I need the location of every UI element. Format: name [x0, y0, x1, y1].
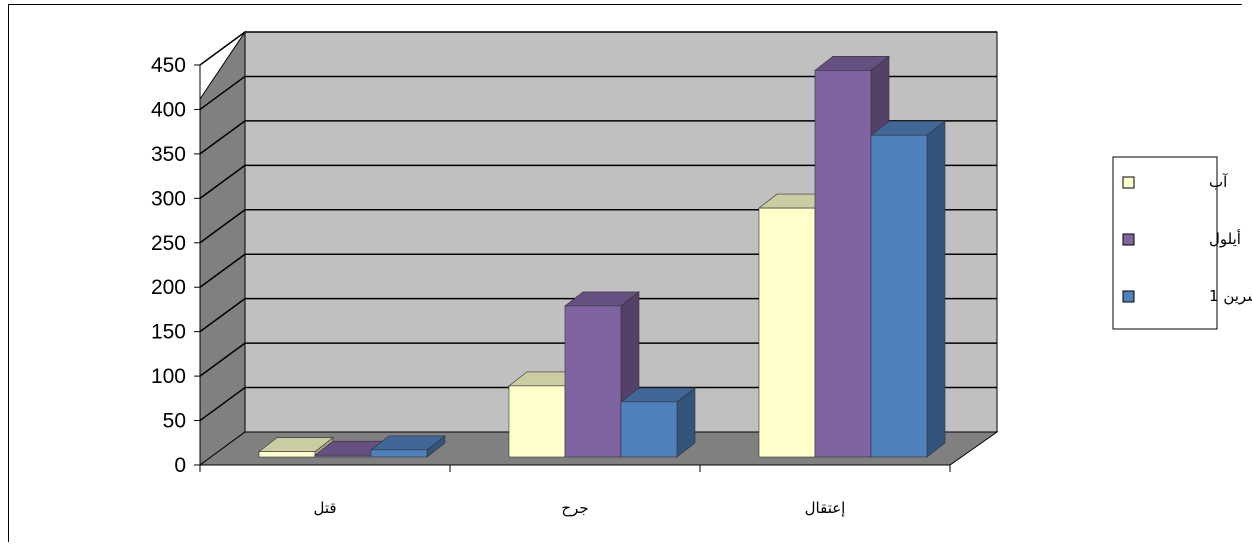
bar: [620, 387, 696, 458]
legend-label: آب: [1209, 173, 1228, 191]
gridline-side: [199, 298, 246, 333]
gridline-side: [199, 31, 246, 66]
y-tick-label: 300: [151, 187, 186, 210]
bar: [870, 120, 946, 458]
y-tick-label: 400: [151, 98, 186, 121]
x-tick-label: جرح: [561, 499, 588, 517]
bars: [258, 55, 946, 458]
bar-front: [620, 401, 678, 458]
chart-frame: [8, 4, 1242, 542]
gridline-side: [199, 342, 246, 377]
gridline-side: [199, 253, 246, 288]
bar-front: [814, 70, 872, 458]
y-tick-label: 100: [151, 365, 186, 388]
bar-front: [870, 134, 928, 458]
bar: [258, 437, 334, 458]
x-tick-label: قتل: [313, 499, 336, 517]
bar-front: [370, 449, 428, 458]
legend-label: أيلول: [1209, 229, 1241, 248]
y-tick-label: 200: [151, 276, 186, 299]
bar-front: [258, 451, 316, 458]
x-axis: قتل جرح إعتقال: [199, 464, 951, 517]
side-wall: [199, 30, 246, 466]
y-axis: 0 50 100 150 200 250 300 350 400 450: [151, 54, 201, 477]
bar-front: [314, 454, 372, 458]
legend-swatch: [1122, 176, 1135, 189]
bar-front: [564, 305, 622, 458]
bar-side: [926, 120, 946, 458]
y-tick-label: 350: [151, 143, 186, 166]
y-tick-label: 50: [163, 410, 186, 433]
y-tick-label: 250: [151, 232, 186, 255]
legend-swatch: [1122, 233, 1135, 246]
bar-front: [508, 385, 566, 458]
y-tick-label: 150: [151, 321, 186, 344]
gridline-side: [199, 209, 246, 244]
bar: [370, 435, 446, 458]
gridline-side: [199, 120, 246, 155]
x-tick-label: إعتقال: [805, 499, 846, 517]
gridline-side: [199, 75, 246, 111]
y-tick-label: 450: [151, 54, 186, 77]
gridline-side: [199, 164, 246, 199]
bar-front: [758, 207, 816, 458]
legend-label: تشرين 1: [1209, 287, 1252, 305]
gridline-side: [199, 386, 246, 422]
y-tick-label: 0: [174, 454, 186, 477]
legend-swatch: [1122, 290, 1135, 303]
legend: آب أيلول تشرين 1: [1112, 156, 1252, 330]
